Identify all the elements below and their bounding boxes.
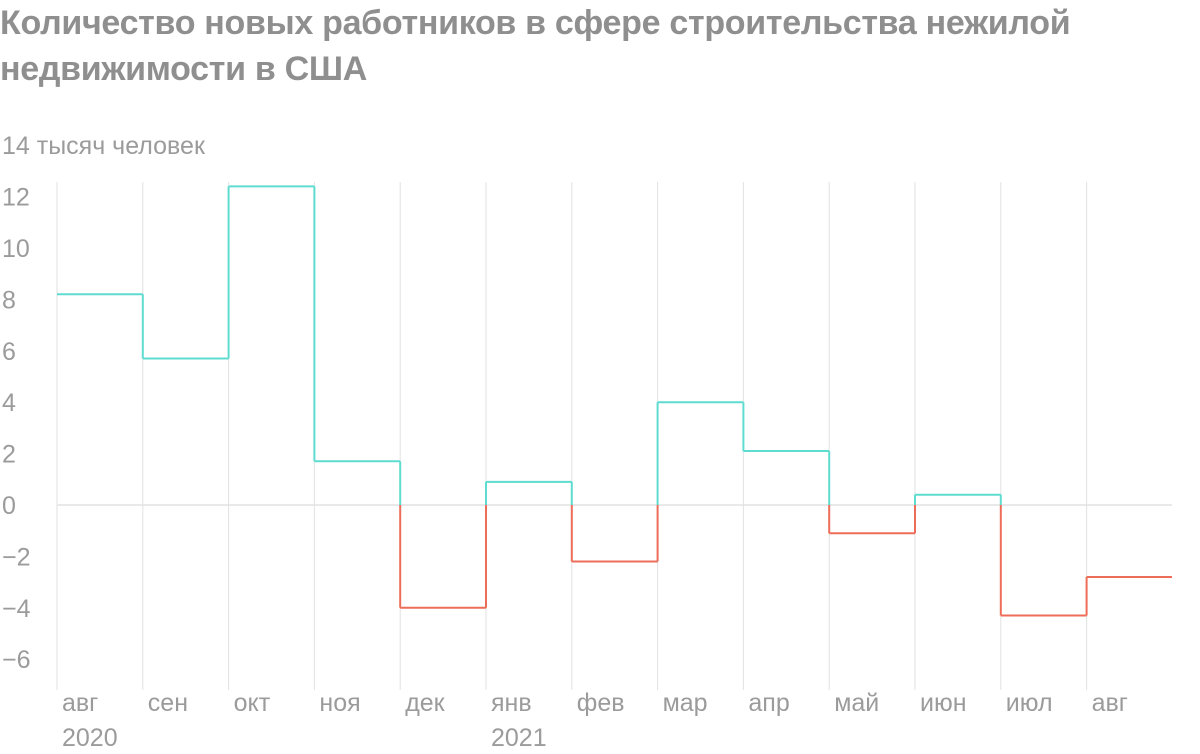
- x-tick-label: фев: [577, 689, 625, 717]
- x-tick-label: ноя: [319, 689, 360, 717]
- x-year-label: 2020: [62, 724, 118, 752]
- chart-title: Количество новых работников в сфере стро…: [0, 4, 1071, 88]
- y-tick-label: −4: [2, 595, 31, 623]
- x-tick-label: апр: [748, 689, 789, 717]
- series-steps: [57, 185, 1172, 617]
- x-year-label: 2021: [491, 724, 547, 752]
- x-tick-label: авг: [1092, 689, 1128, 717]
- y-tick-label: 4: [2, 389, 16, 417]
- grid: [56, 182, 1172, 690]
- y-tick-label: 14 тысяч человек: [2, 132, 206, 160]
- y-tick-label: 2: [2, 441, 16, 469]
- y-tick-label: 8: [2, 286, 16, 314]
- x-tick-label: июл: [1006, 689, 1053, 717]
- x-axis-ticks: авг сен окт ноя дек янв фев мар апр май июн июл авг 2…: [62, 689, 1128, 752]
- x-tick-label: мар: [663, 689, 708, 717]
- y-tick-label: −2: [2, 543, 31, 571]
- x-tick-label: окт: [234, 689, 271, 717]
- y-tick-label: 12: [2, 184, 30, 212]
- x-tick-label: авг: [62, 689, 98, 717]
- y-tick-label: 0: [2, 492, 16, 520]
- x-tick-label: сен: [148, 689, 188, 717]
- x-tick-label: янв: [491, 689, 532, 717]
- y-tick-label: −6: [2, 646, 31, 674]
- y-axis-ticks: 14 тысяч человек 12 10 8 6 4 2 0 −2 −4 −6: [2, 132, 206, 674]
- x-tick-label: июн: [920, 689, 967, 717]
- x-tick-label: дек: [405, 689, 445, 717]
- y-tick-label: 10: [2, 235, 30, 263]
- y-tick-label: 6: [2, 338, 16, 366]
- x-tick-label: май: [834, 689, 879, 717]
